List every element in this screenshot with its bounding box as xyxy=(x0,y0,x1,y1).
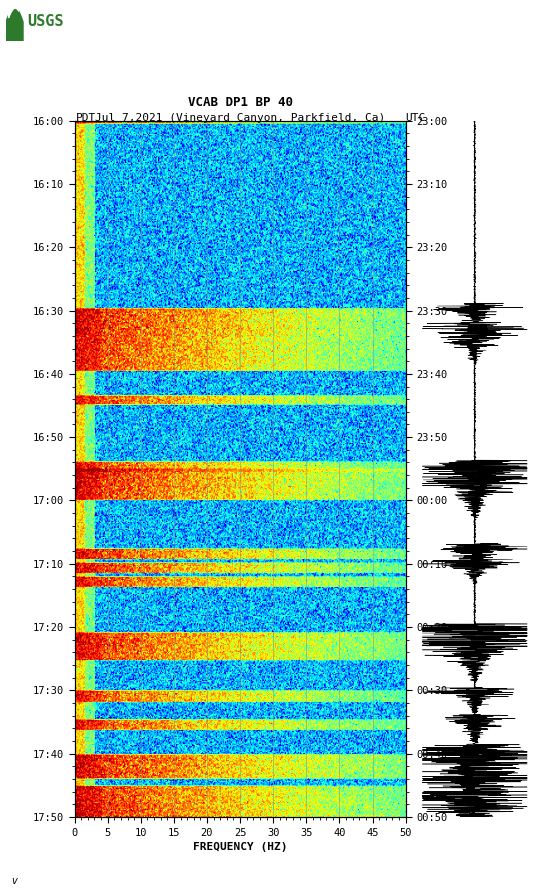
Text: $v$: $v$ xyxy=(11,876,19,886)
X-axis label: FREQUENCY (HZ): FREQUENCY (HZ) xyxy=(193,842,288,852)
Text: Jul 7,2021 (Vineyard Canyon, Parkfield, Ca): Jul 7,2021 (Vineyard Canyon, Parkfield, … xyxy=(95,113,385,123)
Text: VCAB DP1 BP 40: VCAB DP1 BP 40 xyxy=(188,96,293,109)
Text: PDT: PDT xyxy=(76,113,97,123)
Text: USGS: USGS xyxy=(27,14,63,29)
Text: UTC: UTC xyxy=(406,113,426,123)
